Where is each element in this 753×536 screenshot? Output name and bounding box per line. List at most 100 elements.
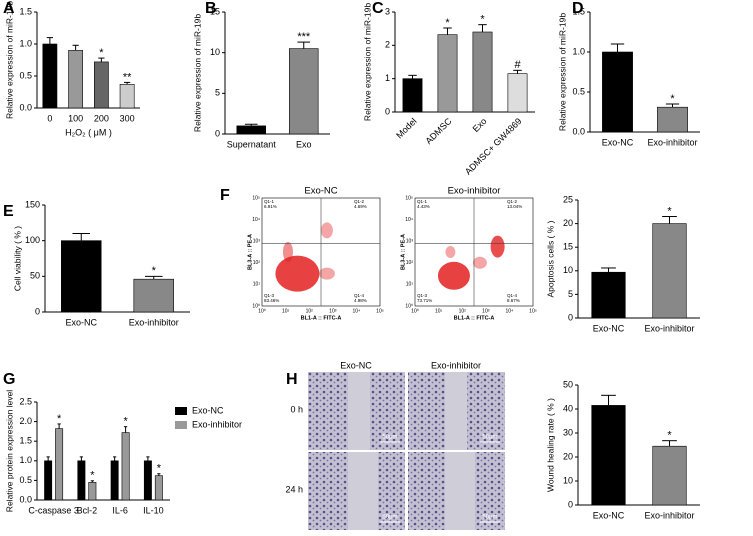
bar xyxy=(602,51,633,133)
wound-gap xyxy=(348,452,378,530)
bar xyxy=(110,460,119,501)
panel-label: B xyxy=(205,0,217,17)
flow-y-tick: 10³ xyxy=(253,239,261,245)
flow-y-tick: 10² xyxy=(253,260,261,266)
flow-x-tick: 10² xyxy=(459,308,467,314)
flow-y-tick: 10¹ xyxy=(406,282,414,288)
y-axis-label: Relative protein expression level xyxy=(4,390,14,512)
y-tick-label: 0.5 xyxy=(19,70,32,80)
x-tick-label: Model xyxy=(394,116,418,140)
flow-cloud xyxy=(318,267,335,280)
x-tick-label: Exo xyxy=(471,116,489,134)
quadrant-pct: 73.71% xyxy=(417,298,432,303)
image-row-label: 0 h xyxy=(290,404,303,414)
significance-mark: ** xyxy=(123,71,132,83)
y-tick-label: 1.5 xyxy=(19,6,32,16)
y-tick-label: 100 xyxy=(25,235,40,245)
y-tick-label: 2.5 xyxy=(19,396,32,406)
legend-label: Exo-inhibitor xyxy=(192,419,242,429)
y-tick-label: 10 xyxy=(563,265,573,275)
flow-x-tick: 10¹ xyxy=(435,308,443,314)
bar xyxy=(154,475,163,501)
image-column-title: Exo-inhibitor xyxy=(431,360,481,370)
flow-title: Exo-NC xyxy=(304,186,337,197)
scale-label: 50μm xyxy=(482,435,497,441)
y-axis-label: Wound healing rate ( % ) xyxy=(545,398,555,492)
flow-cloud xyxy=(472,256,487,269)
y-tick-label: 1.0 xyxy=(19,455,32,465)
y-tick-label: 0.5 xyxy=(19,475,32,485)
panel-label: H xyxy=(286,371,298,388)
bar xyxy=(657,106,688,133)
bar xyxy=(289,48,319,135)
significance-mark: * xyxy=(157,463,162,475)
x-tick-label: Exo-NC xyxy=(65,317,97,327)
x-tick-label: Exo-inhibitor xyxy=(647,137,697,147)
wound-gap xyxy=(348,372,370,450)
flow-y-label: BL3-A :: PE-A xyxy=(400,234,406,270)
flow-x-tick: 10⁵ xyxy=(376,308,384,314)
significance-mark: *** xyxy=(297,31,311,43)
flow-x-tick: 10⁴ xyxy=(353,308,361,314)
y-tick-label: 1.5 xyxy=(572,6,585,16)
flow-y-tick: 10⁵ xyxy=(405,195,413,201)
flow-cloud xyxy=(437,261,470,290)
y-tick-label: 10 xyxy=(210,47,220,57)
quadrant-pct: 4.98% xyxy=(354,298,367,303)
flow-y-tick: 10⁴ xyxy=(405,217,413,223)
y-tick-label: 2 xyxy=(385,40,390,50)
flow-y-tick: 10¹ xyxy=(253,282,261,288)
y-axis-label: Apoptosis cells ( % ) xyxy=(545,220,555,297)
significance-mark: * xyxy=(667,430,672,442)
panel-label: D xyxy=(572,0,584,17)
significance-mark: # xyxy=(514,59,521,71)
panel-label: A xyxy=(3,0,15,17)
quadrant-pct: 8.67% xyxy=(507,298,520,303)
bar xyxy=(143,460,152,501)
flow-cloud xyxy=(445,246,456,258)
x-tick-label: Exo-NC xyxy=(593,510,625,520)
flow-title: Exo-inhibitor xyxy=(448,186,501,197)
x-tick-label: IL-10 xyxy=(143,505,164,515)
y-tick-label: 5 xyxy=(568,289,573,299)
y-tick-label: 30 xyxy=(563,427,573,437)
quadrant-name: Q1-4 xyxy=(354,293,365,298)
flow-cloud xyxy=(282,242,293,262)
y-tick-label: 20 xyxy=(563,451,573,461)
y-tick-label: 40 xyxy=(563,403,573,413)
x-tick-label: Exo-inhibitor xyxy=(129,317,179,327)
x-tick-label: 0 xyxy=(47,113,52,123)
flow-x-tick: 10³ xyxy=(329,308,337,314)
flow-x-tick: 10¹ xyxy=(282,308,290,314)
x-tick-label: Exo-inhibitor xyxy=(644,323,694,333)
y-tick-label: 20 xyxy=(563,218,573,228)
y-tick-label: 0 xyxy=(35,306,40,316)
flow-x-label: BL1-A :: FITC-A xyxy=(454,315,495,321)
bar xyxy=(402,78,423,113)
y-tick-label: 3 xyxy=(385,6,390,16)
flow-y-tick: 10⁵ xyxy=(252,195,260,201)
y-tick-label: 15 xyxy=(563,242,573,252)
x-tick-label: ADMSC xyxy=(424,116,454,146)
flow-cloud xyxy=(275,255,320,292)
flow-y-label: BL3-A :: PE-A xyxy=(247,234,253,270)
flow-y-tick: 10³ xyxy=(406,239,414,245)
flow-y-tick: 10⁰ xyxy=(405,303,413,309)
flow-cloud xyxy=(320,222,333,239)
bar xyxy=(437,34,458,113)
y-axis-label: Cell viability ( % ) xyxy=(12,226,22,291)
panel-label: F xyxy=(220,187,230,204)
y-tick-label: 0.0 xyxy=(19,494,32,504)
flow-x-tick: 10⁵ xyxy=(529,308,537,314)
wound-gap xyxy=(445,452,475,530)
significance-mark: * xyxy=(57,413,62,425)
y-tick-label: 150 xyxy=(25,199,40,209)
x-tick-label: C-caspase 3 xyxy=(28,505,79,515)
significance-mark: * xyxy=(90,470,95,482)
y-tick-label: 0 xyxy=(568,312,573,322)
y-tick-label: 0.0 xyxy=(19,102,32,112)
panel-label: E xyxy=(3,203,14,220)
y-tick-label: 1.5 xyxy=(19,436,32,446)
quadrant-pct: 4.43% xyxy=(417,204,430,209)
